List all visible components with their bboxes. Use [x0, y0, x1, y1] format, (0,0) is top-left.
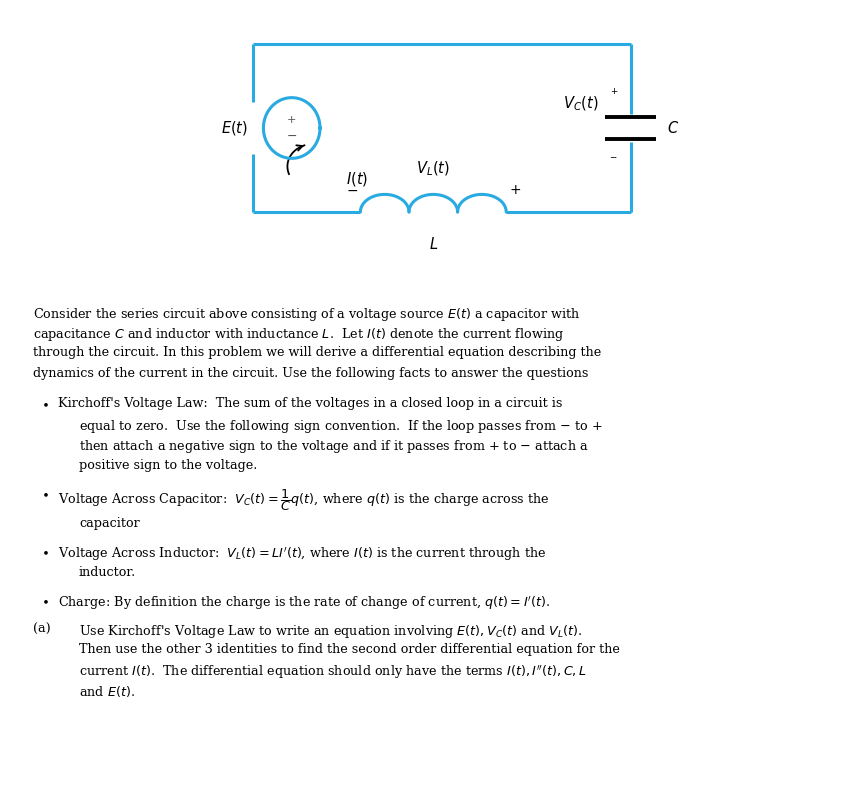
Text: Consider the series circuit above consisting of a voltage source $E(t)$ a capaci: Consider the series circuit above consis…: [33, 306, 580, 322]
Text: inductor.: inductor.: [79, 566, 136, 578]
Text: and $E(t)$.: and $E(t)$.: [79, 684, 135, 699]
Text: Voltage Across Capacitor:  $V_C(t) = \dfrac{1}{C}q(t)$, where $q(t)$ is the char: Voltage Across Capacitor: $V_C(t) = \dfr…: [58, 487, 550, 513]
Text: $_-$: $_-$: [608, 147, 619, 160]
Text: $^+$: $^+$: [609, 88, 619, 101]
Text: $V_C(t)$: $V_C(t)$: [563, 94, 598, 114]
Text: Use Kirchoff's Voltage Law to write an equation involving $E(t), V_C(t)$ and $V_: Use Kirchoff's Voltage Law to write an e…: [79, 623, 583, 640]
Text: Kirchoff's Voltage Law:  The sum of the voltages in a closed loop in a circuit i: Kirchoff's Voltage Law: The sum of the v…: [58, 398, 563, 410]
Text: through the circuit. In this problem we will derive a differential equation desc: through the circuit. In this problem we …: [33, 346, 601, 359]
Text: −: −: [287, 130, 297, 143]
Text: $V_L(t)$: $V_L(t)$: [416, 159, 450, 178]
Text: $\bullet$: $\bullet$: [41, 487, 49, 500]
Text: (a): (a): [33, 623, 51, 636]
Text: capacitance $C$ and inductor with inductance $L$.  Let $I(t)$ denote the current: capacitance $C$ and inductor with induct…: [33, 326, 564, 343]
Text: $\bullet$: $\bullet$: [41, 398, 49, 410]
Text: $+$: $+$: [509, 182, 521, 197]
Text: capacitor: capacitor: [79, 517, 140, 530]
Text: Charge: By definition the charge is the rate of change of current, $q(t) = I'(t): Charge: By definition the charge is the …: [58, 594, 551, 612]
Text: $-$: $-$: [346, 182, 358, 197]
Text: then attach a negative sign to the voltage and if it passes from $+$ to $-$ atta: then attach a negative sign to the volta…: [79, 438, 589, 455]
Text: dynamics of the current in the circuit. Use the following facts to answer the qu: dynamics of the current in the circuit. …: [33, 366, 588, 380]
Text: positive sign to the voltage.: positive sign to the voltage.: [79, 458, 257, 471]
Text: $L$: $L$: [429, 236, 438, 252]
Text: Voltage Across Inductor:  $V_L(t) = LI'(t)$, where $I(t)$ is the current through: Voltage Across Inductor: $V_L(t) = LI'(t…: [58, 546, 547, 563]
Text: $E(t)$: $E(t)$: [221, 119, 248, 137]
Text: $C$: $C$: [667, 120, 679, 136]
Text: +: +: [287, 115, 296, 125]
Text: $\bullet$: $\bullet$: [41, 594, 49, 607]
Text: $\bullet$: $\bullet$: [41, 546, 49, 558]
Text: equal to zero.  Use the following sign convention.  If the loop passes from $-$ : equal to zero. Use the following sign co…: [79, 418, 602, 434]
Text: $I(t)$: $I(t)$: [346, 170, 368, 188]
Text: Then use the other 3 identities to find the second order differential equation f: Then use the other 3 identities to find …: [79, 643, 619, 656]
Text: current $I(t)$.  The differential equation should only have the terms $I(t), I'': current $I(t)$. The differential equatio…: [79, 664, 587, 681]
